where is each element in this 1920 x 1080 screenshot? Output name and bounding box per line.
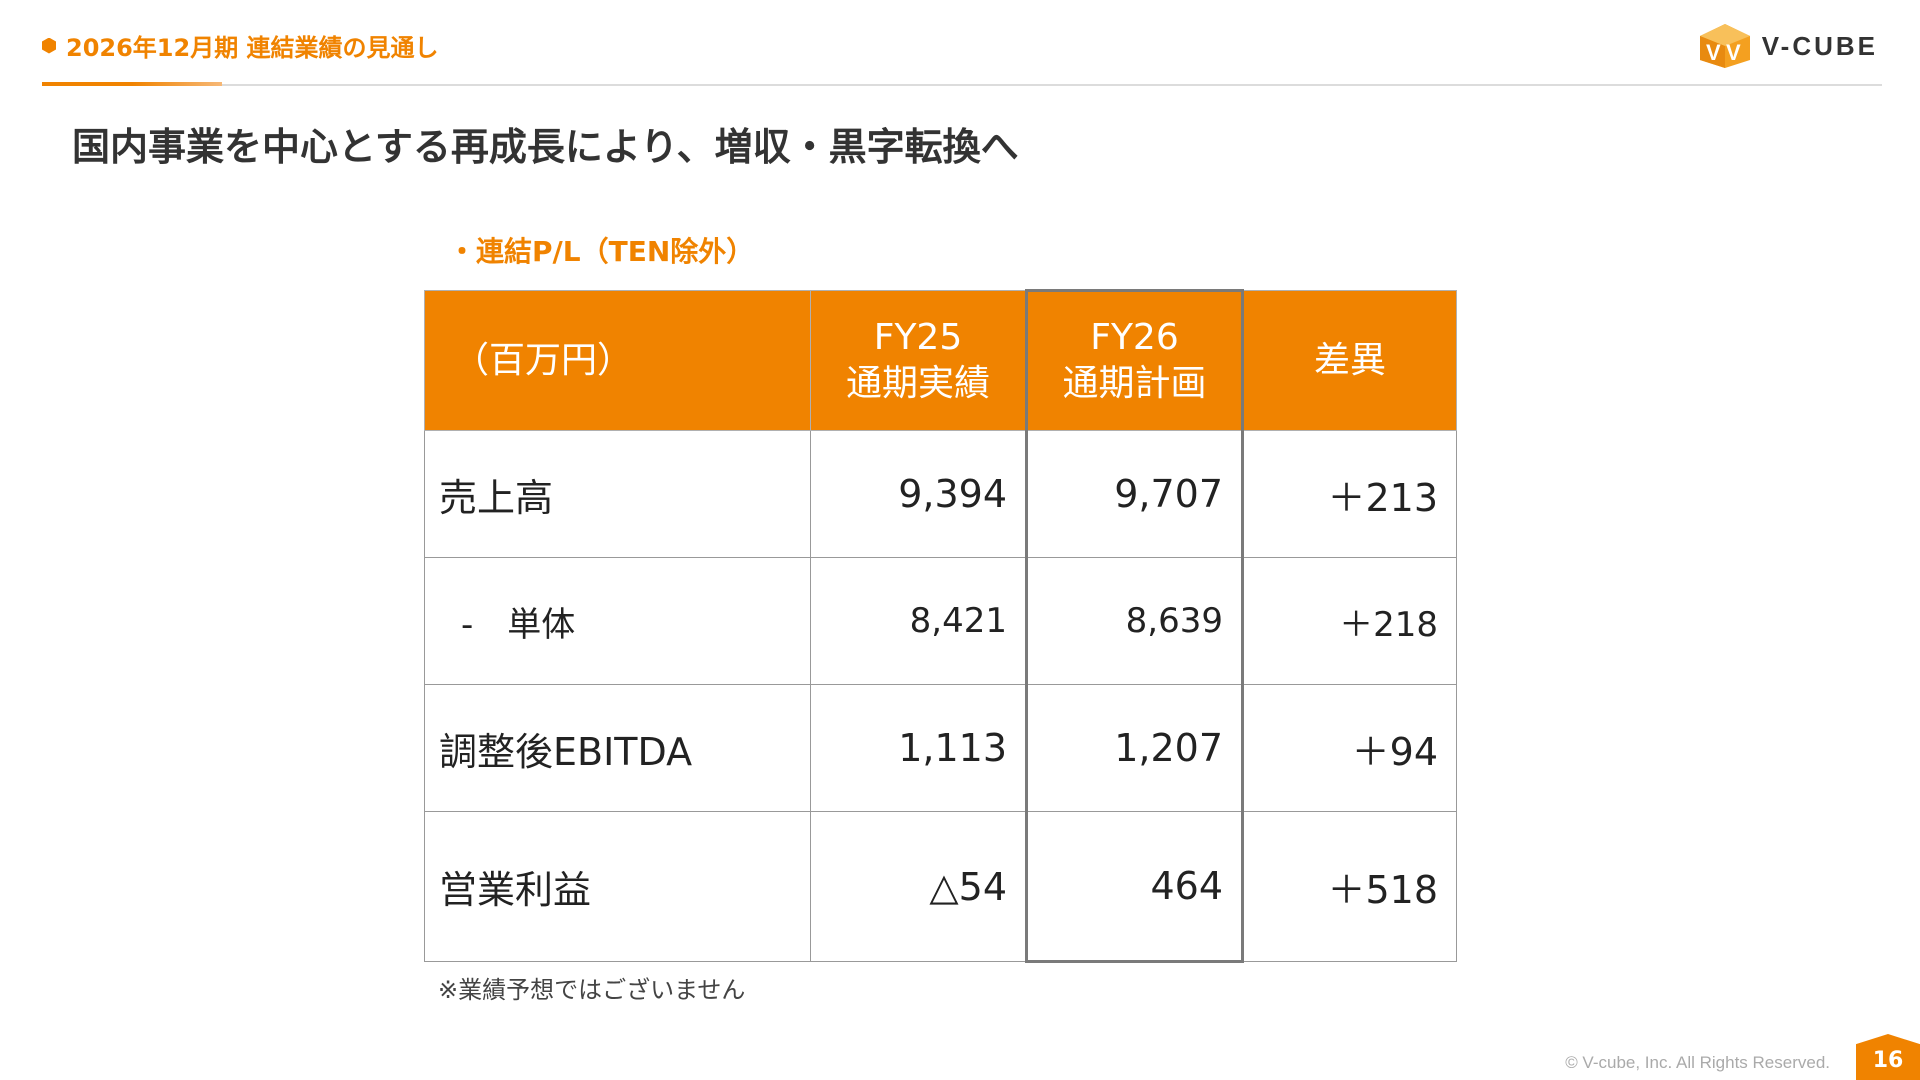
fy26-value: 8,639 <box>1025 557 1244 685</box>
svg-text:V: V <box>1706 40 1721 65</box>
footnote: ※業績予想ではございません <box>438 976 746 1004</box>
table-row: 調整後EBITDA 1,113 1,207 ＋94 <box>424 684 1457 812</box>
logo-text: V-CUBE <box>1761 30 1878 61</box>
svg-text:V: V <box>1726 40 1741 65</box>
section-label: ・連結P/L（TEN除外） <box>448 235 755 268</box>
fy26-header: FY26 通期計画 <box>1025 289 1244 431</box>
page-number-badge: 16 <box>1856 1034 1920 1080</box>
page-headline: 国内事業を中心とする再成長により、増収・黒字転換へ <box>72 125 1019 169</box>
diff-header: 差異 <box>1242 290 1457 431</box>
diff-value: ＋518 <box>1242 811 1457 962</box>
row-label: 営業利益 <box>424 811 811 962</box>
fy25-value: 8,421 <box>810 557 1027 685</box>
table-row: - 単体 8,421 8,639 ＋218 <box>424 557 1457 685</box>
diff-value: ＋213 <box>1242 430 1457 558</box>
fy25-header-line2: 通期実績 <box>845 362 990 404</box>
header-title: 2026年12月期 連結業績の見通し <box>42 28 439 63</box>
table-header-row: （百万円） FY25 通期実績 FY26 通期計画 差異 <box>424 289 1457 431</box>
fy25-value: 9,394 <box>810 430 1027 558</box>
fy25-value: 1,113 <box>810 684 1027 812</box>
page-number: 16 <box>1872 1047 1904 1073</box>
vcube-logo-icon: V V <box>1699 24 1750 68</box>
diff-value: ＋94 <box>1242 684 1457 812</box>
fy25-header: FY25 通期実績 <box>810 290 1027 431</box>
row-label: - 単体 <box>424 557 811 685</box>
row-label: 売上高 <box>424 430 811 558</box>
copyright-text: © V-cube, Inc. All Rights Reserved. <box>1565 1053 1830 1072</box>
fy26-value: 9,707 <box>1025 430 1244 558</box>
table-row: 営業利益 △54 464 ＋518 <box>424 811 1457 963</box>
fy25-value: △54 <box>810 811 1027 962</box>
table-row: 売上高 9,394 9,707 ＋213 <box>424 430 1457 558</box>
fy26-header-line1: FY26 <box>1090 317 1179 358</box>
header-divider-accent <box>42 82 222 86</box>
fy25-header-line1: FY25 <box>873 316 963 358</box>
header-divider <box>42 84 1882 86</box>
header-title-text: 2026年12月期 連結業績の見通し <box>66 34 439 62</box>
pl-table: （百万円） FY25 通期実績 FY26 通期計画 差異 売上高 9,394 9… <box>424 289 1457 963</box>
hexagon-bullet-icon <box>42 37 56 54</box>
fy26-value: 464 <box>1025 811 1244 963</box>
diff-value: ＋218 <box>1242 557 1457 685</box>
unit-header: （百万円） <box>424 290 811 431</box>
company-logo: V V V-CUBE <box>1698 22 1878 70</box>
fy26-header-line2: 通期計画 <box>1062 363 1207 404</box>
row-label: 調整後EBITDA <box>424 684 811 812</box>
fy26-value: 1,207 <box>1025 684 1244 812</box>
